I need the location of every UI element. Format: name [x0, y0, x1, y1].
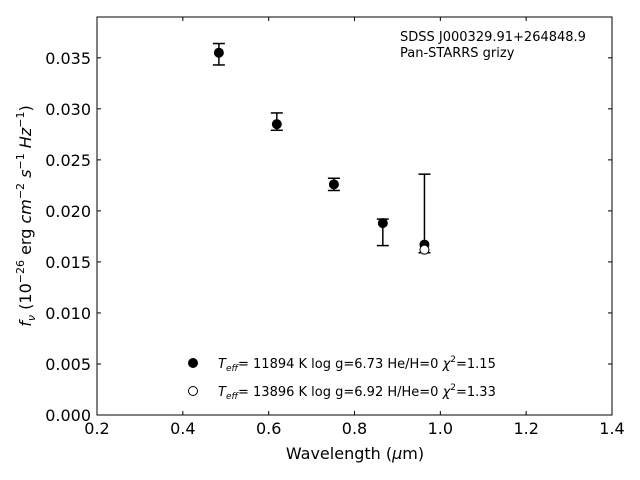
y-tick-label: 0.020 — [45, 202, 91, 221]
y-axis-title: fν (10−26 erg cm−2 s−1 Hz−1) — [14, 105, 38, 326]
x-tick-label: 1.0 — [428, 419, 453, 438]
data-point-open — [419, 244, 430, 255]
y-tick-label: 0.035 — [45, 49, 91, 68]
y-tick-label: 0.010 — [45, 304, 91, 323]
legend: Teff= 11894 K log g=6.73 He/H=0 χ2=1.15 T… — [188, 355, 496, 402]
data-point-filled — [377, 218, 388, 229]
marks-layer — [212, 42, 431, 255]
x-tick-label: 0.8 — [342, 419, 367, 438]
data-point-filled — [328, 179, 339, 190]
y-tick-label: 0.030 — [45, 100, 91, 119]
x-tick-label: 0.2 — [84, 419, 109, 438]
data-point-filled — [213, 47, 224, 58]
legend-label: Teff= 11894 K log g=6.73 He/H=0 χ2=1.15 — [218, 355, 496, 374]
y-tick-label: 0.000 — [45, 406, 91, 425]
annotation-survey: Pan-STARRS grizy — [400, 46, 515, 61]
plot-frame — [96, 16, 613, 416]
x-tick-label: 1.4 — [599, 419, 624, 438]
y-tick-label: 0.015 — [45, 253, 91, 272]
legend-marker-filled — [188, 358, 198, 368]
x-tick-label: 1.2 — [513, 419, 538, 438]
annotation-object-name: SDSS J000329.91+264848.9 — [400, 30, 586, 45]
data-point-filled — [271, 119, 282, 130]
legend-marker-open — [188, 386, 198, 396]
x-axis-title: Wavelength (μm) — [286, 444, 424, 463]
y-tick-label: 0.005 — [45, 355, 91, 374]
x-tick-label: 0.6 — [256, 419, 281, 438]
legend-label: Teff= 13896 K log g=6.92 H/He=0 χ2=1.33 — [218, 383, 496, 402]
ticks-layer: 0.2 0.4 0.6 0.8 1.0 1.2 1.4 0.000 0.005 0.010 0.01… — [45, 17, 625, 438]
y-tick-label: 0.025 — [45, 151, 91, 170]
x-tick-label: 0.4 — [170, 419, 195, 438]
